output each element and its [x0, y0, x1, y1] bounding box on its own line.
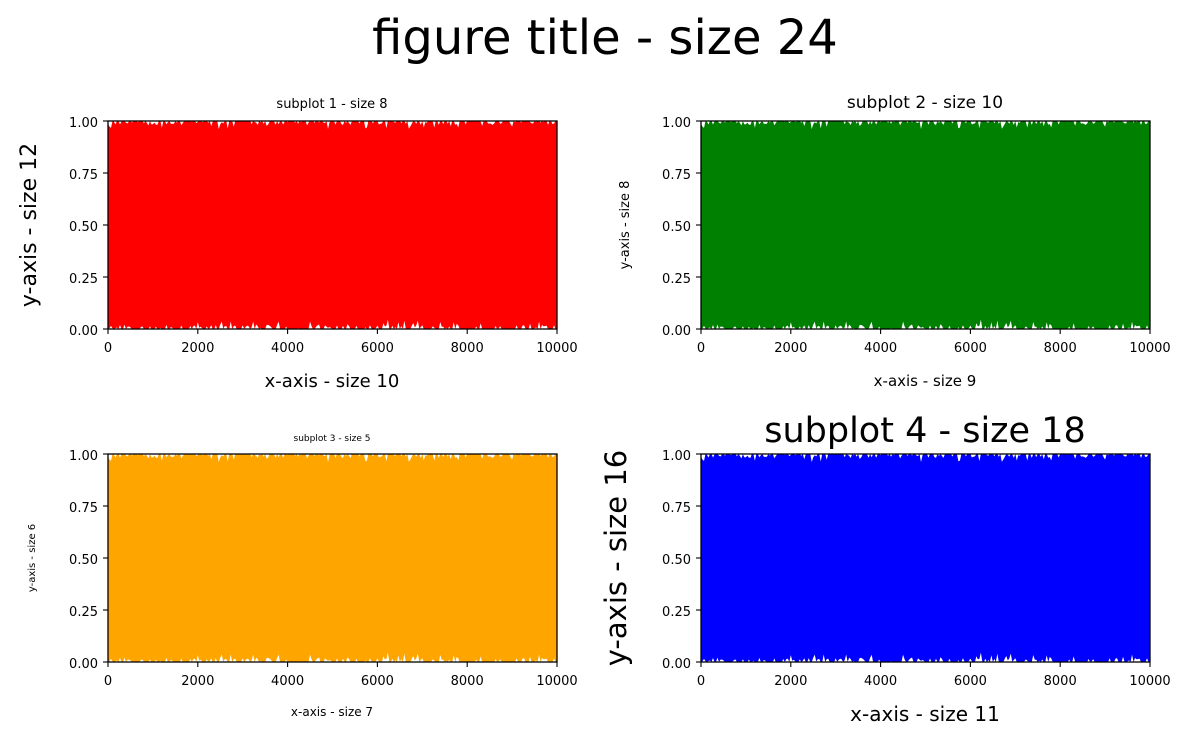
subplot-2: subplot 2 - size 10 x-axis - size 9 y-ax…	[618, 93, 1171, 390]
subplot-1-xtick-label: 10000	[536, 341, 577, 356]
subplot-3-xtick-label: 2000	[181, 674, 214, 689]
subplot-2-ytick-label: 0.00	[662, 324, 691, 339]
subplot-4-ytick-label: 0.75	[662, 501, 691, 516]
subplot-4-ytick-label: 0.50	[662, 553, 691, 568]
subplot-2-xtick-label: 10000	[1129, 341, 1170, 356]
subplot-2-title: subplot 2 - size 10	[847, 93, 1003, 113]
subplot-3-area-fill	[108, 454, 557, 662]
subplot-4-xtick-label: 2000	[774, 674, 807, 689]
subplot-1-area-fill	[108, 121, 557, 329]
subplot-2-xtick-label: 6000	[954, 341, 987, 356]
subplot-2-xtick-label: 0	[697, 341, 705, 356]
subplot-2-ylabel: y-axis - size 8	[618, 181, 633, 270]
subplot-1-ytick-label: 0.00	[69, 324, 98, 339]
subplot-2-ytick-label: 0.75	[662, 168, 691, 183]
subplot-1-ytick-label: 0.75	[69, 168, 98, 183]
subplot-3-title: subplot 3 - size 5	[294, 434, 371, 444]
subplot-1-ytick-label: 0.50	[69, 220, 98, 235]
subplot-2-ytick-label: 0.50	[662, 220, 691, 235]
subplot-1-title: subplot 1 - size 8	[276, 97, 387, 112]
subplot-1-ytick-label: 0.25	[69, 272, 98, 287]
subplot-4-xtick-label: 4000	[864, 674, 897, 689]
subplot-2-area-fill	[701, 121, 1150, 329]
subplot-2-ytick-label: 0.25	[662, 272, 691, 287]
figure-title: figure title - size 24	[372, 10, 838, 66]
subplot-3-xtick-label: 0	[104, 674, 112, 689]
subplot-3-ytick-label: 0.75	[69, 501, 98, 516]
subplot-3: subplot 3 - size 5 x-axis - size 7 y-axi…	[27, 434, 578, 719]
subplot-1-ytick-label: 1.00	[69, 116, 98, 131]
subplot-1: subplot 1 - size 8 x-axis - size 10 y-ax…	[17, 97, 578, 392]
subplot-4-ytick-label: 0.25	[662, 605, 691, 620]
subplot-4-ylabel: y-axis - size 16	[599, 450, 633, 666]
subplot-3-xlabel: x-axis - size 7	[291, 705, 373, 719]
subplot-3-ytick-label: 0.00	[69, 657, 98, 672]
subplot-4-area-fill	[701, 454, 1150, 662]
subplot-1-plot-area: 0 2000 4000 6000 8000 10000 0.00 0.25 0.50 0.75 1.…	[69, 116, 578, 356]
subplot-3-xtick-label: 4000	[271, 674, 304, 689]
subplot-3-xtick-label: 6000	[361, 674, 394, 689]
subplot-3-xtick-label: 10000	[536, 674, 577, 689]
subplot-3-xtick-label: 8000	[451, 674, 484, 689]
subplot-2-ytick-label: 1.00	[662, 116, 691, 131]
subplot-4-xtick-label: 0	[697, 674, 705, 689]
subplot-4-xtick-label: 6000	[954, 674, 987, 689]
subplot-2-xlabel: x-axis - size 9	[874, 372, 977, 390]
subplot-1-xtick-label: 6000	[361, 341, 394, 356]
subplot-1-xtick-label: 4000	[271, 341, 304, 356]
subplot-3-plot-area: 0 2000 4000 6000 8000 10000 0.00 0.25 0.50 0.75 1.…	[69, 449, 578, 689]
subplot-3-ytick-label: 0.25	[69, 605, 98, 620]
subplot-4-plot-area: 0 2000 4000 6000 8000 10000 0.00 0.25 0.50 0.75 1.…	[662, 449, 1171, 689]
subplot-1-xlabel: x-axis - size 10	[265, 371, 400, 392]
subplot-2-xtick-label: 8000	[1044, 341, 1077, 356]
subplot-4-ytick-label: 0.00	[662, 657, 691, 672]
subplot-4-xlabel: x-axis - size 11	[850, 702, 1000, 726]
subplot-4-ytick-label: 1.00	[662, 449, 691, 464]
subplot-3-ytick-label: 1.00	[69, 449, 98, 464]
subplot-3-ylabel: y-axis - size 6	[27, 524, 38, 592]
subplot-4-xtick-label: 10000	[1129, 674, 1170, 689]
subplot-1-xtick-label: 2000	[181, 341, 214, 356]
subplot-1-xtick-label: 0	[104, 341, 112, 356]
subplot-2-xtick-label: 4000	[864, 341, 897, 356]
subplot-4: subplot 4 - size 18 x-axis - size 11 y-a…	[599, 411, 1171, 726]
subplot-3-ytick-label: 0.50	[69, 553, 98, 568]
subplot-2-xtick-label: 2000	[774, 341, 807, 356]
subplot-2-plot-area: 0 2000 4000 6000 8000 10000 0.00 0.25 0.50 0.75 1.…	[662, 116, 1171, 356]
subplot-4-xtick-label: 8000	[1044, 674, 1077, 689]
subplot-1-ylabel: y-axis - size 12	[17, 143, 42, 307]
subplot-4-title: subplot 4 - size 18	[764, 411, 1086, 451]
subplot-1-xtick-label: 8000	[451, 341, 484, 356]
